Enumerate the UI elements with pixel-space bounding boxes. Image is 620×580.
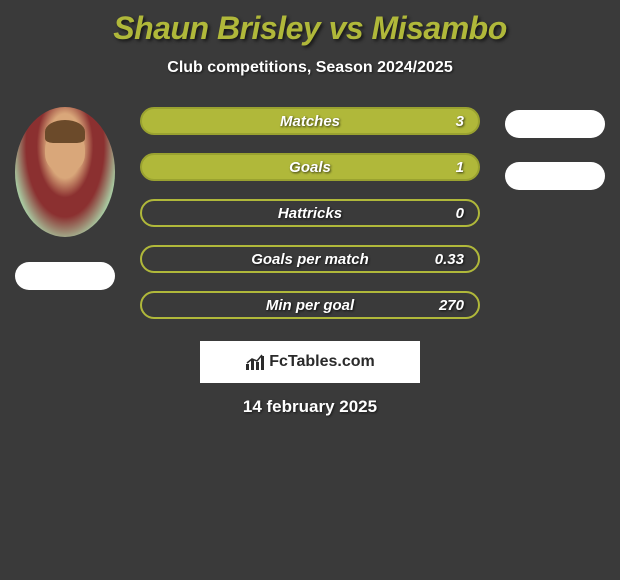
date-label: 14 february 2025 [0,397,620,417]
chart-icon [245,354,265,370]
stat-bar: Goals per match 0.33 [140,245,480,273]
stat-label: Matches [280,113,340,130]
page-title: Shaun Brisley vs Misambo [0,10,620,47]
player-left-column [10,107,120,290]
player-right-column [500,107,610,190]
page-subtitle: Club competitions, Season 2024/2025 [0,59,620,77]
source-logo-box: FcTables.com [200,341,420,383]
stat-bar: Matches 3 [140,107,480,135]
stat-value: 0 [456,205,464,222]
player-name-pill-left [15,262,115,290]
stat-bar: Goals 1 [140,153,480,181]
stat-label: Goals [289,159,331,176]
stat-bar: Min per goal 270 [140,291,480,319]
player-name-pill-right [505,110,605,138]
comparison-card: Shaun Brisley vs Misambo Club competitio… [0,0,620,417]
main-content-row: Matches 3 Goals 1 Hattricks 0 Goals per match 0… [0,107,620,319]
stat-bar: Hattricks 0 [140,199,480,227]
stat-value: 1 [456,159,464,176]
player-avatar [15,107,115,237]
stat-label: Goals per match [251,251,369,268]
stat-value: 3 [456,113,464,130]
source-logo-text: FcTables.com [269,353,375,371]
stat-label: Min per goal [266,297,354,314]
stat-value: 0.33 [435,251,464,268]
player-name-pill-right [505,162,605,190]
stat-value: 270 [439,297,464,314]
stat-label: Hattricks [278,205,342,222]
stats-column: Matches 3 Goals 1 Hattricks 0 Goals per match 0… [140,107,480,319]
